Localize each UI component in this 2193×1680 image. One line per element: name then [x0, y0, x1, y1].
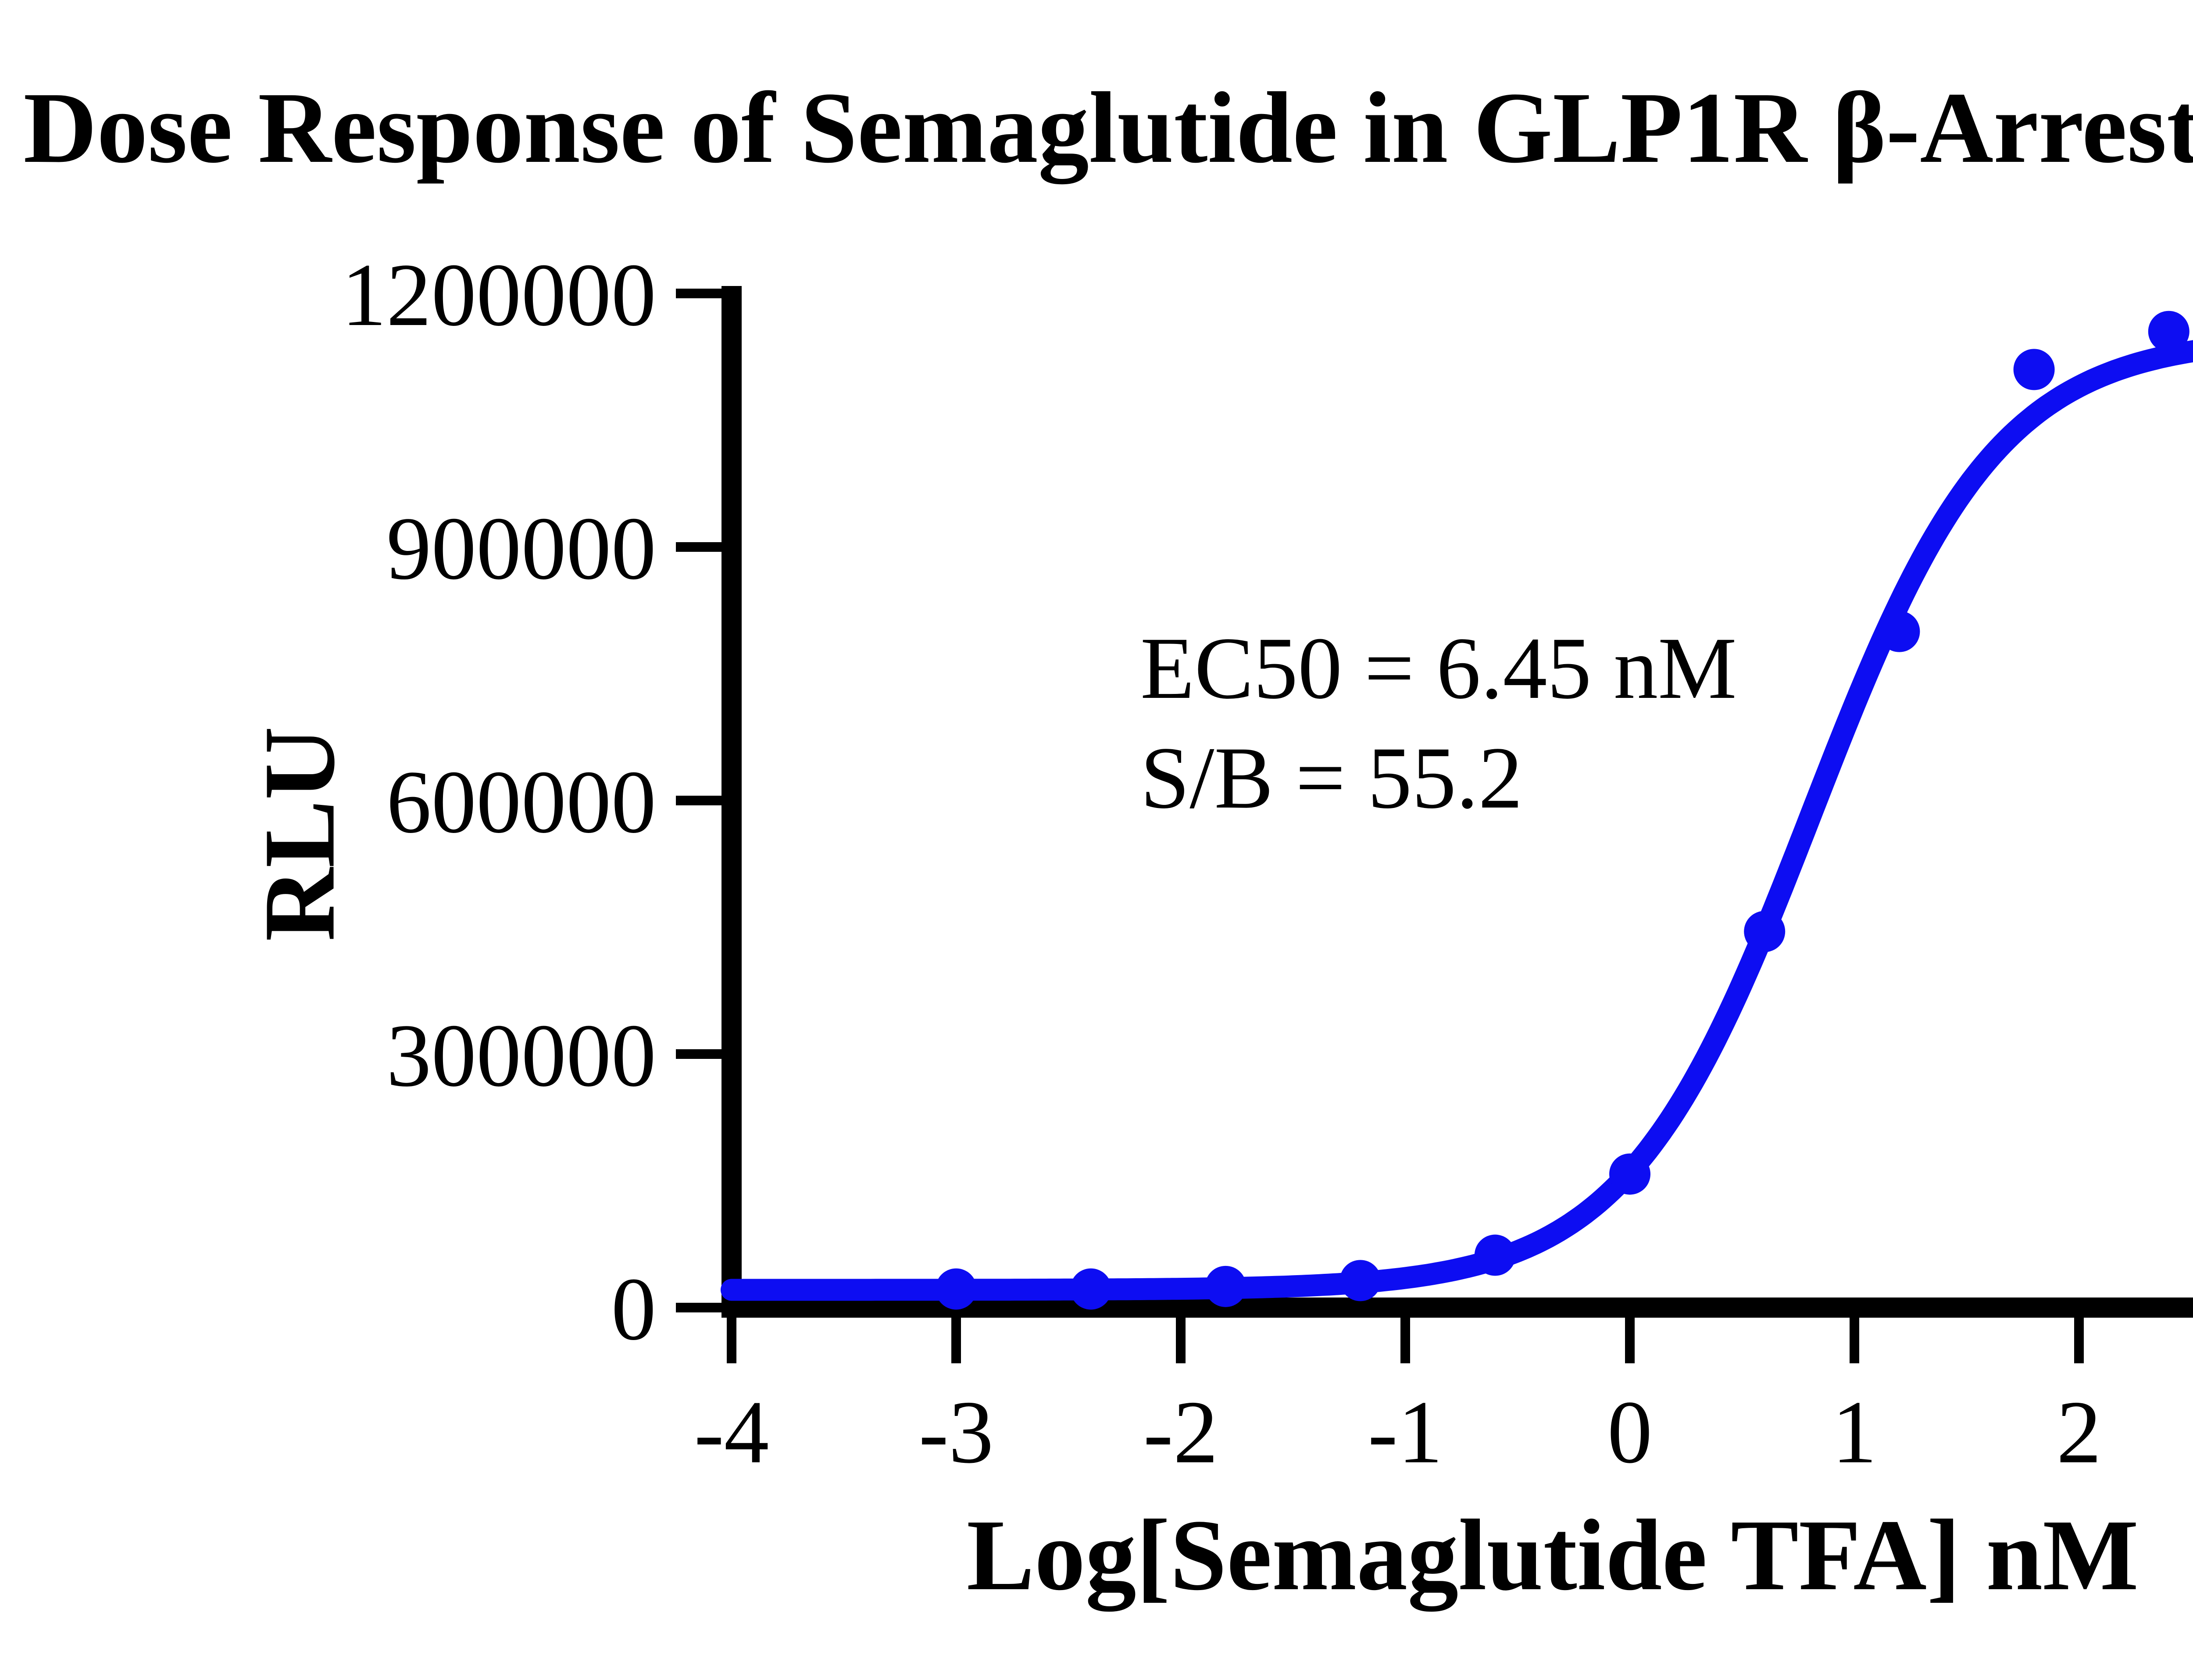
x-tick-label: -4 — [694, 1383, 769, 1482]
data-point — [1070, 1268, 1112, 1310]
x-tick-label: -3 — [919, 1383, 994, 1482]
data-point — [1744, 911, 1786, 952]
data-point — [1205, 1265, 1247, 1307]
x-axis-title: Log[Semaglutide TFA] nM — [966, 1499, 2139, 1612]
y-tick-label: 1200000 — [342, 245, 657, 345]
x-tick-label: -1 — [1368, 1383, 1443, 1482]
y-tick-label: 300000 — [386, 1006, 656, 1105]
x-tick-label: 0 — [1607, 1383, 1653, 1482]
x-tick-label: 2 — [2057, 1383, 2102, 1482]
data-point — [2148, 311, 2189, 352]
data-point — [1474, 1234, 1516, 1276]
chart-title: Dose Response of Semaglutide in GLP1R β-… — [23, 71, 2193, 184]
y-axis-title: RLU — [243, 726, 356, 941]
signal-to-background-annotation: S/B = 55.2 — [1140, 729, 1523, 827]
y-tick-label: 600000 — [386, 752, 656, 852]
data-point — [1339, 1260, 1381, 1301]
data-point — [1609, 1153, 1650, 1195]
ec50-annotation: EC50 = 6.45 nM — [1140, 619, 1737, 717]
data-point — [2013, 349, 2055, 390]
y-tick-label: 0 — [611, 1259, 657, 1359]
fit-annotation: EC50 = 6.45 nM S/B = 55.2 — [1140, 613, 1737, 833]
y-tick-label: 900000 — [386, 499, 656, 598]
data-point — [936, 1268, 977, 1310]
x-tick-label: -2 — [1143, 1383, 1218, 1482]
data-point — [1879, 611, 1920, 652]
x-tick-label: 1 — [1832, 1383, 1877, 1482]
